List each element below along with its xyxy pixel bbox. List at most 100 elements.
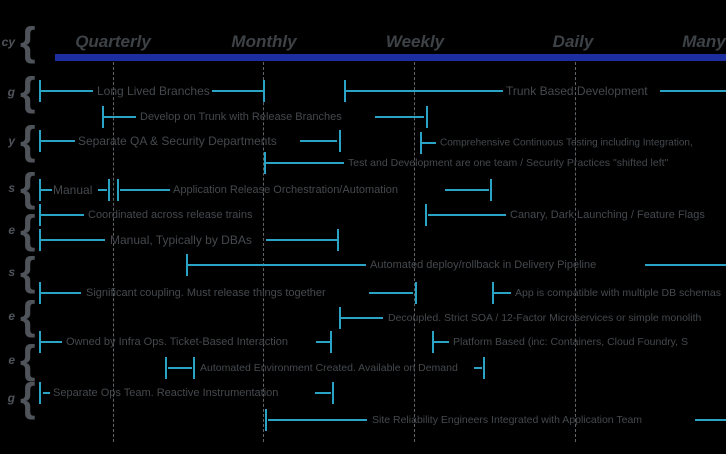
range-label: Canary, Dark Launching / Feature Flags bbox=[510, 209, 705, 221]
range-label: Manual bbox=[53, 183, 93, 197]
range-tick bbox=[264, 152, 266, 174]
group-brace: { bbox=[20, 294, 36, 338]
frequency-axis-bar bbox=[55, 54, 726, 61]
range-line bbox=[187, 264, 366, 266]
range-line bbox=[474, 367, 482, 369]
range-line bbox=[40, 90, 93, 92]
row-category-label-fragment: e bbox=[8, 309, 15, 323]
frequency-column-label: Monthly bbox=[231, 32, 297, 51]
range-label: Automated Environment Created. Available… bbox=[200, 362, 458, 374]
range-label: Coordinated across release trains bbox=[88, 209, 253, 221]
range-line bbox=[120, 189, 170, 191]
range-tick bbox=[39, 382, 41, 404]
range-label: Test and Development are one team / Secu… bbox=[348, 157, 669, 169]
range-line bbox=[375, 116, 424, 118]
range-line bbox=[316, 341, 330, 343]
range-line bbox=[168, 367, 192, 369]
row-category-label-fragment: g bbox=[7, 85, 15, 99]
range-label: Automated deploy/rollback in Delivery Pi… bbox=[370, 259, 597, 271]
row-category-label-fragment: e bbox=[8, 223, 15, 237]
row-category-label-fragment: s bbox=[8, 181, 15, 195]
range-tick bbox=[39, 130, 41, 152]
range-line bbox=[421, 142, 436, 144]
range-tick bbox=[39, 331, 41, 353]
range-label: Significant coupling. Must release thing… bbox=[86, 287, 326, 299]
range-tick bbox=[102, 106, 104, 128]
range-line bbox=[43, 392, 50, 394]
range-tick bbox=[39, 229, 41, 251]
range-label: Separate Ops Team. Reactive Instrumentat… bbox=[53, 387, 279, 399]
range-line bbox=[265, 162, 344, 164]
range-label: Platform Based (inc: Containers, Cloud F… bbox=[453, 336, 688, 348]
range-label: App is compatible with multiple DB schem… bbox=[515, 287, 722, 299]
range-tick bbox=[39, 179, 41, 201]
row-category-label-fragment: y bbox=[8, 134, 15, 148]
range-line bbox=[40, 341, 62, 343]
group-brace: { bbox=[20, 20, 36, 64]
range-line bbox=[493, 292, 511, 294]
range-line bbox=[268, 419, 367, 421]
range-line bbox=[340, 317, 383, 319]
group-brace: { bbox=[20, 250, 36, 294]
range-line bbox=[300, 140, 337, 142]
range-tick bbox=[420, 132, 422, 154]
range-tick bbox=[492, 282, 494, 304]
range-label: Application Release Orchestration/Automa… bbox=[173, 184, 399, 196]
range-tick bbox=[39, 282, 41, 304]
range-tick bbox=[415, 282, 417, 304]
grid-line-dashed bbox=[113, 62, 114, 442]
range-label: Develop on Trunk with Release Branches bbox=[140, 111, 342, 123]
range-label: Long Lived Branches bbox=[97, 84, 210, 98]
range-line bbox=[345, 90, 503, 92]
range-tick bbox=[186, 254, 188, 276]
range-label: Decoupled. Strict SOA / 12-Factor Micros… bbox=[388, 312, 702, 324]
group-brace: { bbox=[20, 208, 36, 252]
range-tick bbox=[426, 106, 428, 128]
range-line bbox=[695, 419, 726, 421]
group-brace: { bbox=[20, 119, 36, 163]
range-label: Manual, Typically by DBAs bbox=[110, 233, 252, 247]
range-tick bbox=[39, 80, 41, 102]
range-tick bbox=[39, 204, 41, 226]
grid-line-dashed bbox=[414, 62, 415, 442]
group-brace: { bbox=[20, 338, 36, 382]
range-line bbox=[40, 214, 84, 216]
range-tick bbox=[193, 357, 195, 379]
frequency-column-label: Many bbox=[682, 32, 726, 51]
row-category-label-fragment: g bbox=[7, 391, 15, 405]
range-tick bbox=[117, 179, 119, 201]
range-label: Comprehensive Continuous Testing includi… bbox=[440, 137, 693, 149]
range-tick bbox=[339, 307, 341, 329]
range-line bbox=[212, 90, 263, 92]
range-line bbox=[40, 189, 52, 191]
range-tick bbox=[432, 331, 434, 353]
range-line bbox=[98, 189, 107, 191]
range-tick bbox=[265, 409, 267, 431]
range-tick bbox=[344, 80, 346, 102]
group-brace: { bbox=[20, 70, 36, 114]
range-line bbox=[40, 239, 105, 241]
range-tick bbox=[490, 179, 492, 201]
range-line bbox=[103, 116, 136, 118]
row-category-label-fragment: e bbox=[8, 353, 15, 367]
range-label: Separate QA & Security Departments bbox=[78, 134, 277, 148]
range-tick bbox=[425, 204, 427, 226]
range-tick bbox=[165, 357, 167, 379]
range-label: Site Reliability Engineers Integrated wi… bbox=[372, 414, 643, 426]
row-category-label-fragment: cy bbox=[1, 35, 15, 49]
range-line bbox=[645, 264, 726, 266]
range-tick bbox=[330, 331, 332, 353]
row-category-label-fragment: s bbox=[8, 265, 15, 279]
frequency-column-label: Weekly bbox=[385, 32, 445, 51]
grid-line-dashed bbox=[263, 62, 264, 442]
range-tick bbox=[337, 229, 339, 251]
range-line bbox=[315, 392, 331, 394]
range-line bbox=[40, 292, 81, 294]
range-line bbox=[40, 140, 75, 142]
range-line bbox=[266, 239, 337, 241]
range-line bbox=[369, 292, 413, 294]
group-brace: { bbox=[20, 376, 36, 420]
range-label: Trunk Based Development bbox=[506, 84, 648, 98]
range-tick bbox=[332, 382, 334, 404]
